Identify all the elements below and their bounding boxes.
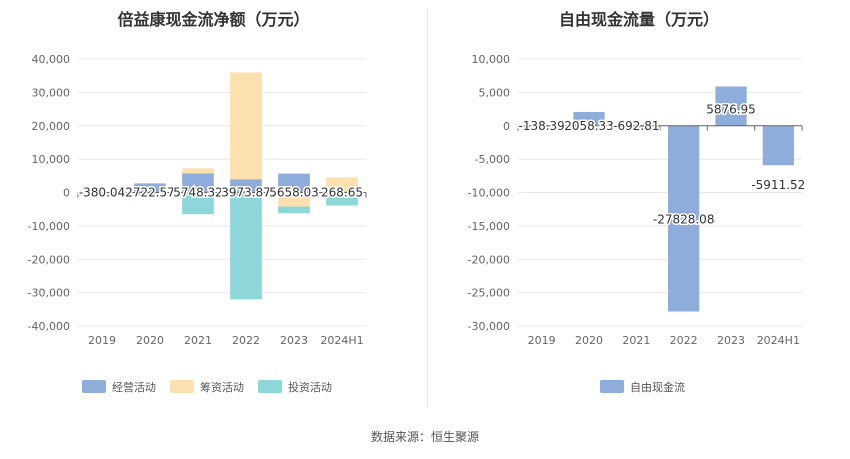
y-tick-label: 0 — [63, 187, 70, 200]
data-source-note: 数据来源：恒生聚源 — [370, 430, 479, 444]
legend-swatch — [258, 380, 282, 393]
y-tick-label: -20,000 — [28, 253, 70, 266]
bar-自由现金流 — [620, 125, 652, 131]
data-label: -380.04 — [79, 186, 125, 200]
data-label: 2722.57 — [125, 186, 175, 200]
x-tick-label: 2021 — [622, 334, 650, 347]
bar-筹资活动 — [230, 72, 262, 180]
legend-label: 投资活动 — [288, 380, 332, 394]
data-label: 268.65 — [321, 186, 363, 200]
x-tick-label: 2020 — [575, 334, 603, 347]
x-tick-label: 2022 — [232, 334, 260, 347]
bar-投资活动 — [326, 192, 358, 206]
data-label: 3973.87 — [221, 186, 271, 200]
bar-筹资活动 — [278, 192, 310, 207]
bar-筹资活动 — [326, 177, 358, 192]
y-tick-label: -10,000 — [28, 220, 70, 233]
x-tick-label: 2024H1 — [757, 334, 800, 347]
y-tick-label: -30,000 — [28, 287, 70, 300]
bar-自由现金流 — [762, 125, 794, 166]
legend-swatch — [170, 380, 194, 393]
bar-经营活动 — [278, 173, 310, 193]
x-tick-label: 2020 — [136, 334, 164, 347]
bar-投资活动 — [182, 192, 214, 215]
data-label: 5658.03 — [269, 186, 319, 200]
y-tick-label: -40,000 — [28, 320, 70, 333]
cash-flow-net-svg: 40,000 30,000 20,000 10,000 0 -10,000 -20,000 -… — [28, 53, 367, 394]
bar-筹资活动 — [134, 192, 166, 194]
bar-投资活动 — [230, 192, 262, 300]
data-label: -692.81 — [613, 119, 659, 133]
x-tick-label: 2023 — [280, 334, 308, 347]
x-tick-label: 2023 — [717, 334, 745, 347]
x-tick-label: 2021 — [184, 334, 212, 347]
y-tick-label: -30,000 — [468, 320, 510, 333]
legend-label: 自由现金流 — [630, 380, 685, 394]
free-cash-flow-chart: 自由现金流量（万元） 10,000 5,000 0 -5,000 -10,000 -15,… — [428, 0, 850, 420]
legend-swatch — [82, 380, 106, 393]
data-label: -5911.52 — [751, 178, 805, 192]
bar-经营活动 — [230, 179, 262, 193]
data-label: -27828.08 — [653, 213, 715, 227]
y-tick-label: 10,000 — [472, 53, 511, 66]
chart-title: 倍益康现金流净额（万元） — [117, 10, 310, 29]
bar-经营活动 — [134, 183, 166, 193]
bar-自由现金流 — [573, 112, 605, 126]
data-label: 5876.95 — [706, 103, 756, 117]
y-tick-label: -15,000 — [468, 220, 510, 233]
chart-divider — [427, 8, 428, 408]
bar-经营活动 — [182, 173, 214, 193]
free-cash-flow-svg: 10,000 5,000 0 -5,000 -10,000 -15,000 -20,000 -… — [468, 53, 807, 394]
bar-经营活动 — [86, 192, 118, 194]
y-tick-label: -5,000 — [475, 153, 510, 166]
x-tick-label: 2024H1 — [320, 334, 363, 347]
data-label: 2058.33 — [564, 119, 614, 133]
legend-swatch — [600, 380, 624, 393]
y-tick-label: -10,000 — [468, 187, 510, 200]
y-tick-label: 0 — [503, 120, 510, 133]
y-tick-label: -20,000 — [468, 253, 510, 266]
legend-label: 筹资活动 — [200, 380, 244, 394]
bar-自由现金流 — [715, 86, 747, 126]
y-tick-label: 20,000 — [32, 120, 71, 133]
y-tick-label: 10,000 — [32, 153, 71, 166]
legend-label: 经营活动 — [112, 380, 156, 394]
x-tick-label: 2019 — [528, 334, 556, 347]
y-tick-label: 30,000 — [32, 86, 71, 99]
x-tick-label: 2022 — [670, 334, 698, 347]
bar-筹资活动 — [182, 168, 214, 174]
chart-title: 自由现金流量（万元） — [558, 10, 719, 29]
y-tick-label: -25,000 — [468, 287, 510, 300]
data-label: 5748.32 — [173, 186, 223, 200]
data-label: -138.39 — [519, 119, 565, 133]
y-tick-label: 5,000 — [479, 86, 511, 99]
x-tick-label: 2019 — [88, 334, 116, 347]
bar-投资活动 — [134, 193, 166, 196]
bar-自由现金流 — [668, 125, 700, 312]
bar-投资活动 — [278, 206, 310, 214]
cash-flow-net-chart: 倍益康现金流净额（万元） 40,000 30,000 20,000 10,000 0 -1… — [0, 0, 427, 420]
y-tick-label: 40,000 — [32, 53, 71, 66]
